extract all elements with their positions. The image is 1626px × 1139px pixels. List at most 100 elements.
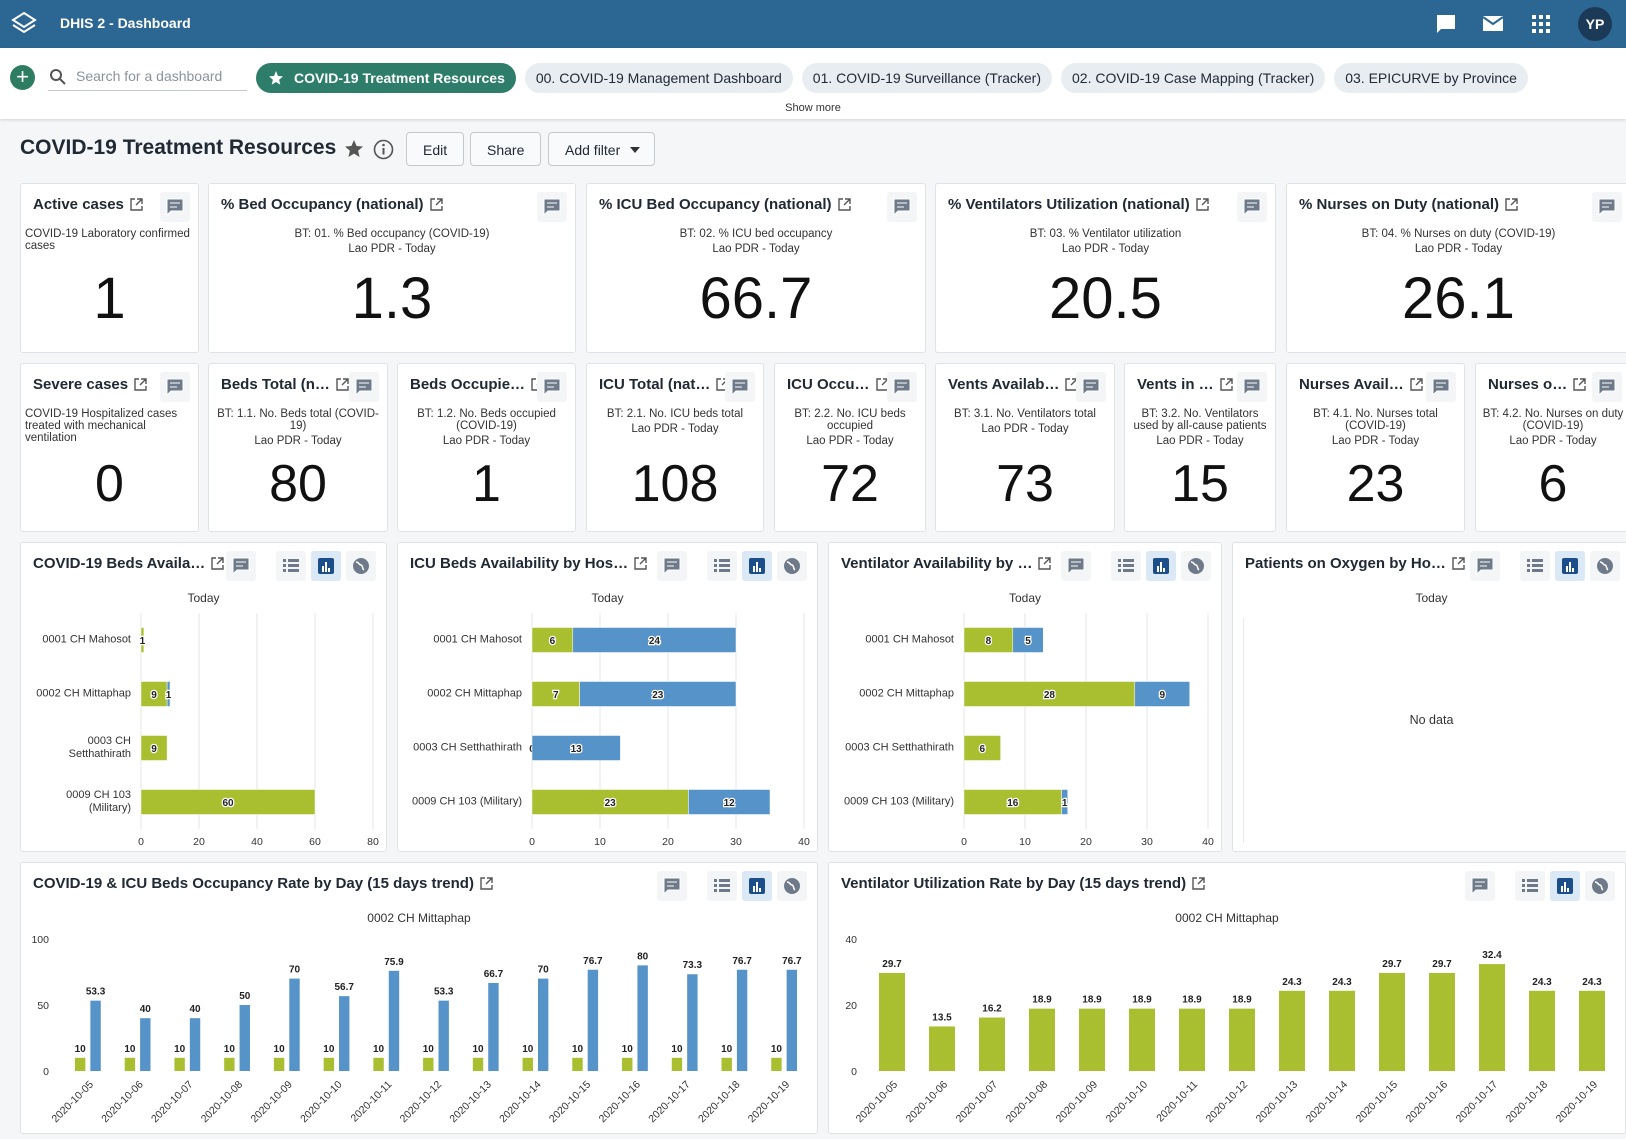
value-label: 12 (724, 798, 736, 809)
dashboard-chip[interactable]: 01. COVID-19 Surveillance (Tracker) (802, 63, 1052, 93)
interpretations-button[interactable] (1592, 372, 1622, 402)
chart-subtitle: Today (1233, 591, 1626, 605)
interpretations-button[interactable] (349, 372, 379, 402)
x-tick-label: 2020-10-14 (1304, 1079, 1351, 1126)
user-avatar[interactable]: YP (1578, 7, 1612, 41)
icon-shape (1244, 379, 1260, 395)
single-value: 108 (587, 454, 763, 514)
x-tick-label: 2020-10-11 (348, 1079, 394, 1125)
period-text: Lao PDR - Today (940, 243, 1271, 255)
value-label: 76.7 (583, 956, 603, 967)
icon-shape (1083, 379, 1099, 395)
icon-shape (1411, 379, 1422, 390)
single-value-item: Beds Total (n…BT: 1.1. No. Beds total (C… (208, 363, 388, 532)
logo[interactable] (10, 10, 38, 38)
x-tick-label: 2020-10-17 (646, 1079, 693, 1126)
item-title-text: ICU Occu… (787, 376, 870, 393)
apps-icon[interactable] (1532, 15, 1550, 33)
single-value-item: Active casesCOVID-19 Laboratory confirme… (20, 183, 199, 353)
interpretations-button[interactable] (1237, 372, 1267, 402)
messages-icon[interactable] (1435, 13, 1457, 35)
open-link-icon[interactable] (130, 198, 143, 211)
add-dashboard-button[interactable]: + (10, 65, 35, 90)
x-tick-label: 2020-10-18 (1504, 1079, 1551, 1126)
dashboard-title: COVID-19 Treatment Resources (20, 136, 336, 160)
icon-shape (732, 379, 748, 395)
value-label: 10 (373, 1044, 385, 1055)
icon-shape (131, 199, 142, 210)
description-text: BT: 2.2. No. ICU beds occupied (779, 408, 921, 432)
edit-button[interactable]: Edit (406, 132, 464, 166)
chart: 0501002020-10-051053.32020-10-0610402020… (21, 863, 818, 1134)
share-button[interactable]: Share (470, 132, 541, 166)
info-icon[interactable] (373, 139, 394, 160)
interpretations-button[interactable] (887, 372, 917, 402)
map-view-button[interactable] (1590, 551, 1620, 581)
description-text: BT: 2.1. No. ICU beds total (591, 408, 759, 420)
value-label: 18.9 (1182, 995, 1202, 1006)
add-filter-button[interactable]: Add filter (548, 132, 655, 166)
x-tick-label: 2020-10-06 (99, 1079, 146, 1126)
single-value: 6 (1476, 454, 1626, 514)
dashboard-chips: COVID-19 Treatment Resources 00. COVID-19… (256, 63, 1528, 93)
icon-shape (1527, 559, 1530, 562)
interpretations-button[interactable] (1426, 372, 1456, 402)
chip-star (268, 70, 284, 86)
chart-view-button[interactable] (1555, 551, 1585, 581)
dashboard-chip[interactable]: 00. COVID-19 Management Dashboard (525, 63, 793, 93)
interpretations-button[interactable] (537, 372, 567, 402)
x-tick-label: 2020-10-16 (1404, 1079, 1451, 1126)
open-link-icon[interactable] (838, 198, 851, 211)
show-more[interactable]: Show more (763, 102, 863, 114)
open-link-icon[interactable] (1410, 378, 1423, 391)
value-label: 24.3 (1282, 977, 1302, 988)
item-title-text: Vents in … (1137, 376, 1214, 393)
chart-item: COVID-19 & ICU Beds Occupancy Rate by Da… (20, 862, 818, 1134)
interpretations-button[interactable] (1076, 372, 1106, 402)
interpretations-button[interactable] (725, 372, 755, 402)
interpretations-button[interactable] (1592, 192, 1622, 222)
column (439, 1001, 449, 1071)
open-link-icon[interactable] (1196, 198, 1209, 211)
interpretations-button[interactable] (160, 192, 190, 222)
item-description: BT: 01. % Bed occupancy (COVID-19)Lao PD… (213, 228, 571, 255)
icon-shape (1599, 199, 1615, 215)
open-link-icon[interactable] (336, 378, 349, 391)
interpretations-button[interactable] (1470, 551, 1500, 581)
dashboard-chip[interactable]: 03. EPICURVE by Province (1334, 63, 1528, 93)
interpretations-button[interactable] (1237, 192, 1267, 222)
interpretations-button[interactable] (887, 192, 917, 222)
dashboard-chip[interactable]: 02. COVID-19 Case Mapping (Tracker) (1061, 63, 1325, 93)
item-title: ICU Total (nat… (599, 376, 729, 393)
x-tick-label: 2020-10-08 (199, 1079, 246, 1126)
table-view-button[interactable] (1520, 551, 1550, 581)
column (523, 1058, 533, 1071)
x-tick-label: 30 (730, 836, 742, 848)
value-label: 10 (622, 1044, 634, 1055)
open-link-icon[interactable] (430, 198, 443, 211)
period-text: Lao PDR - Today (1291, 435, 1460, 447)
open-link-icon[interactable] (134, 378, 147, 391)
open-link-icon[interactable] (1452, 557, 1465, 570)
icon-shape (167, 199, 183, 215)
period-text: Lao PDR - Today (402, 435, 571, 447)
dashboard-chip[interactable]: COVID-19 Treatment Resources (256, 63, 516, 93)
item-description: BT: 02. % ICU bed occupancyLao PDR - Tod… (591, 228, 921, 255)
single-value: 80 (209, 454, 387, 514)
interpretations-button[interactable] (160, 372, 190, 402)
mail-icon[interactable] (1482, 14, 1504, 34)
star-icon[interactable] (344, 139, 364, 159)
column (622, 1058, 632, 1071)
value-label: 23 (605, 798, 617, 809)
item-description: BT: 3.1. No. Ventilators totalLao PDR - … (940, 408, 1110, 435)
interpretations-icon (893, 198, 911, 216)
icon-shape (544, 379, 560, 395)
interpretations-button[interactable] (537, 192, 567, 222)
single-value-item: % ICU Bed Occupancy (national)BT: 02. % … (586, 183, 926, 353)
open-link-icon[interactable] (1220, 378, 1233, 391)
search-input[interactable]: Search for a dashboard (48, 62, 247, 91)
item-title: % Nurses on Duty (national) (1299, 196, 1518, 213)
y-tick-label: 40 (845, 934, 857, 946)
open-link-icon[interactable] (1573, 378, 1586, 391)
open-link-icon[interactable] (1505, 198, 1518, 211)
